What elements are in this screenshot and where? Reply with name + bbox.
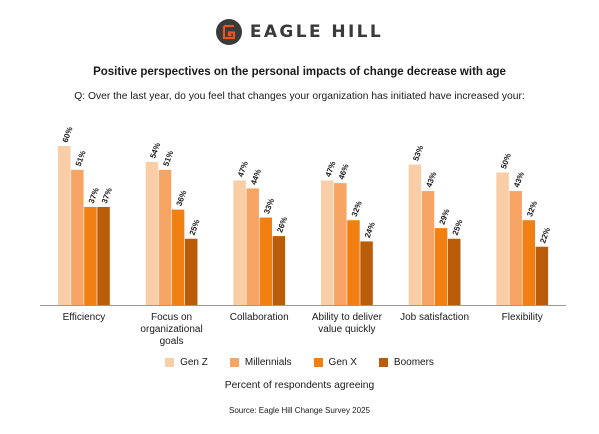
bar bbox=[58, 146, 71, 305]
category-label: value quickly bbox=[318, 324, 375, 335]
bar bbox=[522, 220, 536, 305]
data-label: 26% bbox=[275, 216, 289, 234]
bar bbox=[434, 228, 448, 305]
data-label: 51% bbox=[161, 149, 175, 167]
data-label: 47% bbox=[236, 160, 250, 178]
bar bbox=[233, 180, 246, 305]
bar bbox=[259, 217, 273, 305]
legend-label: Boomers bbox=[393, 357, 434, 368]
bar bbox=[171, 209, 185, 305]
eagle-hill-logo-icon bbox=[215, 19, 242, 45]
brand-name: EAGLE HILL bbox=[249, 22, 384, 42]
legend-swatch bbox=[378, 358, 388, 367]
data-label: 47% bbox=[324, 160, 338, 178]
category-label: organizational bbox=[140, 324, 202, 335]
bar bbox=[158, 169, 172, 305]
data-label: 36% bbox=[175, 189, 189, 207]
bar bbox=[246, 188, 259, 305]
data-label: 24% bbox=[363, 221, 377, 239]
data-label: 53% bbox=[411, 144, 425, 162]
bar bbox=[421, 191, 435, 305]
bar bbox=[447, 238, 461, 305]
source-note: Source: Eagle Hill Change Survey 2025 bbox=[229, 406, 370, 415]
bar bbox=[347, 220, 360, 305]
legend-item-gen-z: Gen Z bbox=[165, 357, 208, 368]
bar bbox=[272, 236, 286, 305]
data-label: 37% bbox=[100, 187, 114, 205]
legend-label: Gen X bbox=[328, 357, 357, 368]
category-label: Flexibility bbox=[502, 312, 543, 323]
data-label: 43% bbox=[512, 171, 526, 189]
bar bbox=[184, 238, 198, 305]
bar bbox=[321, 180, 334, 305]
data-label: 51% bbox=[74, 149, 88, 167]
legend-label: Millennials bbox=[244, 357, 292, 368]
data-label: 44% bbox=[249, 168, 263, 186]
chart-title: Positive perspectives on the personal im… bbox=[93, 66, 506, 78]
data-label: 32% bbox=[350, 200, 364, 218]
bar bbox=[145, 161, 159, 305]
data-label: 33% bbox=[262, 197, 276, 215]
bar bbox=[509, 191, 522, 305]
data-label: 60% bbox=[61, 126, 75, 144]
legend-item-boomers: Boomers bbox=[378, 357, 434, 368]
legend-swatch bbox=[165, 358, 175, 367]
legend-swatch bbox=[313, 358, 323, 367]
legend-swatch bbox=[229, 358, 239, 367]
category-label: Efficiency bbox=[63, 312, 106, 323]
legend-label: Gen Z bbox=[180, 357, 208, 368]
bar bbox=[360, 241, 373, 305]
legend-item-millennials: Millennials bbox=[229, 357, 292, 368]
survey-question: Q: Over the last year, do you feel that … bbox=[74, 91, 525, 102]
legend-item-gen-x: Gen X bbox=[313, 357, 357, 368]
data-label: 25% bbox=[188, 218, 202, 236]
x-axis-label: Percent of respondents agreeing bbox=[224, 380, 375, 391]
bar bbox=[71, 169, 84, 305]
data-label: 32% bbox=[525, 200, 539, 218]
data-label: 29% bbox=[438, 208, 452, 226]
category-label: goals bbox=[160, 336, 184, 347]
bar bbox=[334, 183, 347, 305]
data-label: 50% bbox=[499, 152, 513, 170]
bar bbox=[84, 206, 97, 305]
bar bbox=[97, 206, 110, 305]
category-label: Focus on bbox=[151, 312, 192, 323]
legend: Gen Z Millennials Gen X Boomers bbox=[0, 357, 599, 368]
category-label: Collaboration bbox=[230, 312, 289, 323]
category-label: Job satisfaction bbox=[400, 312, 469, 323]
data-label: 43% bbox=[424, 171, 438, 189]
category-label: Ability to deliver bbox=[312, 312, 383, 323]
data-label: 22% bbox=[538, 226, 552, 244]
brand-logo: EAGLE HILL bbox=[0, 16, 599, 48]
data-label: 54% bbox=[148, 141, 162, 159]
bar bbox=[496, 172, 509, 305]
data-label: 25% bbox=[451, 218, 465, 236]
bar bbox=[535, 246, 549, 305]
data-label: 46% bbox=[337, 163, 351, 181]
data-label: 37% bbox=[87, 187, 101, 205]
bar bbox=[408, 164, 422, 305]
